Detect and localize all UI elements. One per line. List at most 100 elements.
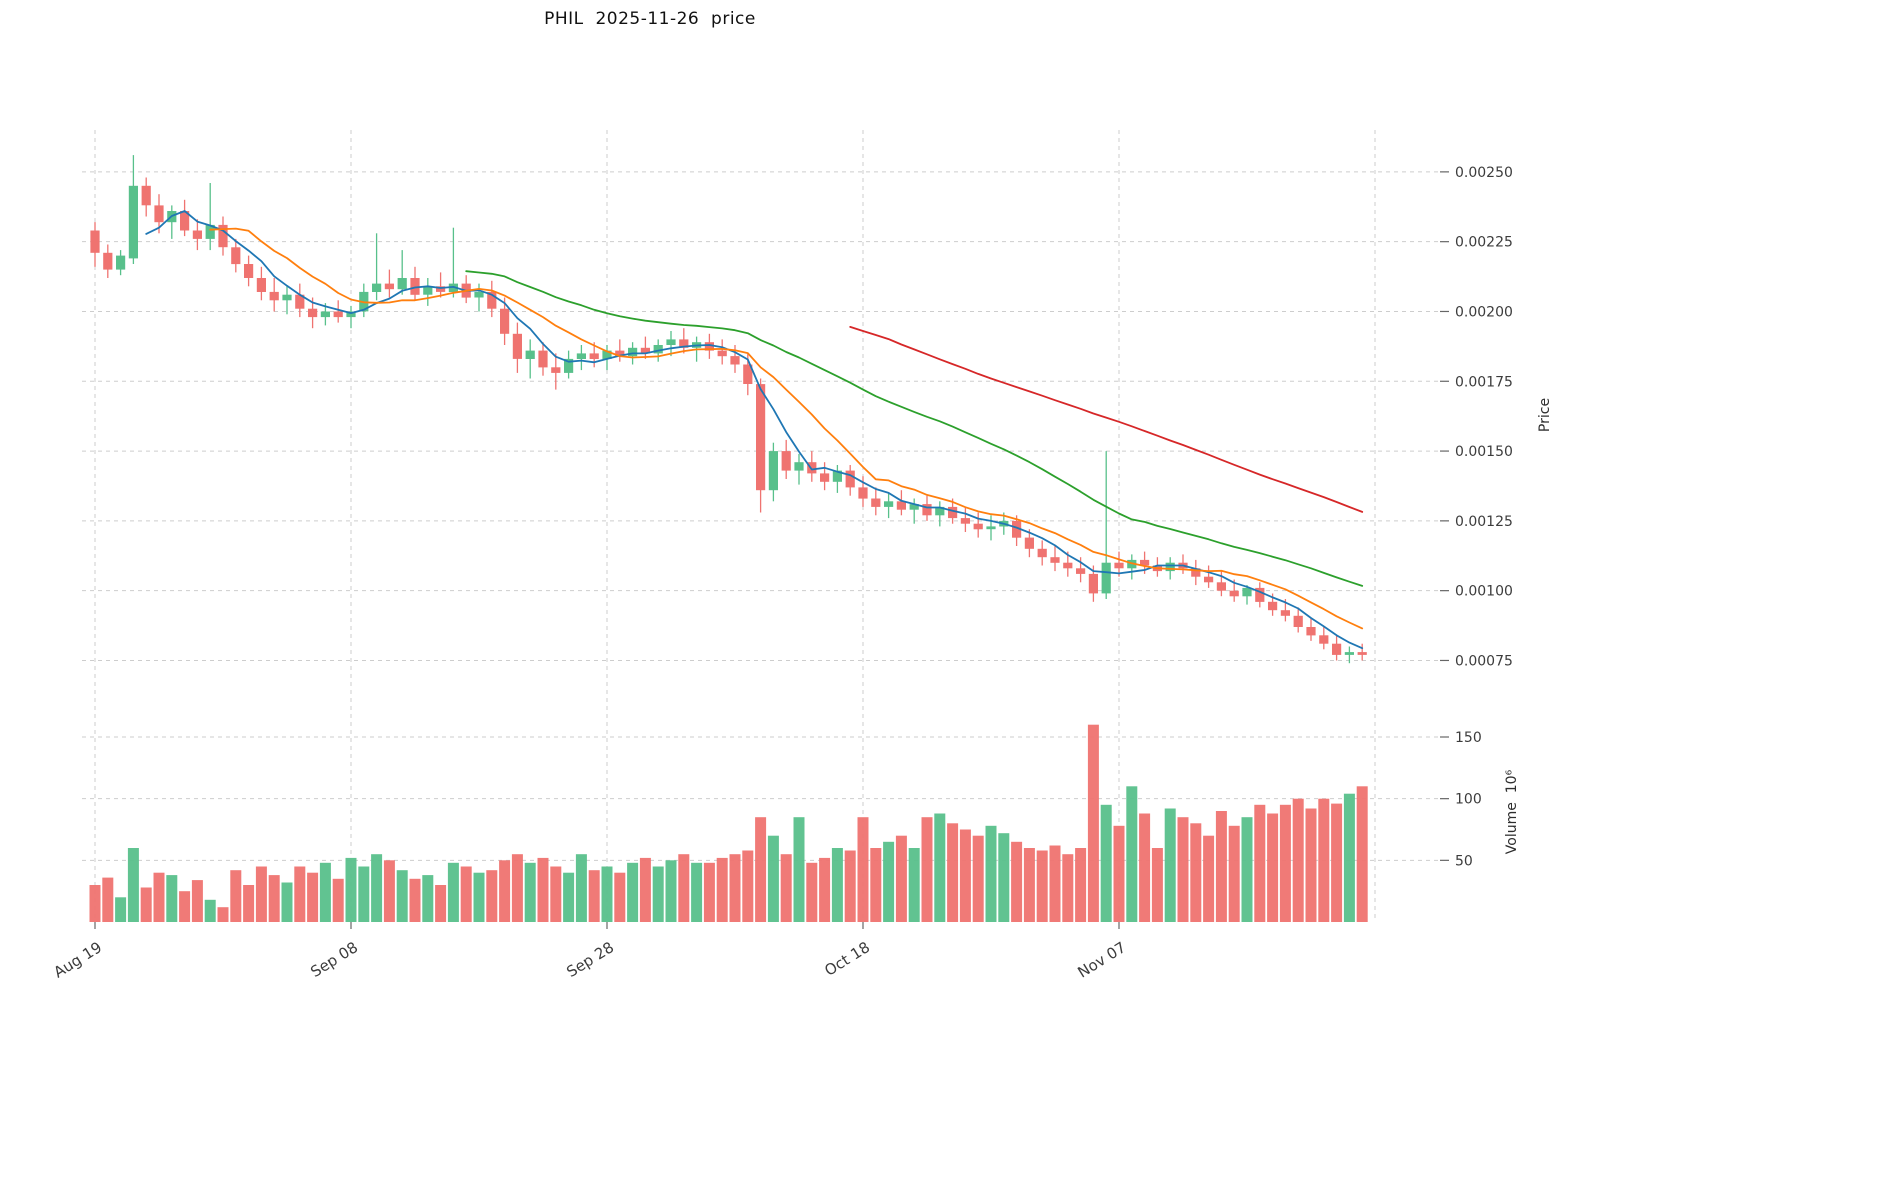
volume-bar	[1254, 804, 1266, 922]
volume-bar	[422, 875, 434, 922]
chart-title: PHIL 2025-11-26 price	[544, 9, 756, 29]
candle-body	[756, 384, 766, 491]
volume-bar	[537, 857, 549, 922]
volume-tick-label: 100	[1455, 792, 1482, 808]
volume-bar	[1139, 813, 1151, 922]
candle-body	[666, 339, 676, 345]
volume-bar	[499, 860, 511, 922]
volume-bar	[1062, 854, 1074, 922]
candle-body	[1024, 537, 1034, 549]
volume-bar	[1087, 724, 1099, 922]
volume-bar	[191, 880, 203, 922]
date-tick-label: Oct 18	[821, 938, 873, 980]
volume-bar	[1292, 798, 1304, 922]
volume-bar	[332, 878, 344, 922]
candle-body	[525, 350, 535, 359]
candle-body	[372, 283, 382, 292]
candle-body	[1037, 548, 1047, 558]
price-tick-label: 0.00100	[1455, 584, 1513, 600]
candle-body	[564, 358, 574, 373]
volume-bar	[1113, 825, 1125, 922]
volume-bar	[627, 862, 639, 922]
volume-bar	[204, 899, 216, 922]
price-tick-label: 0.00200	[1455, 304, 1513, 320]
volume-bar	[819, 857, 831, 922]
volume-bar	[243, 885, 255, 922]
volume-bar	[1203, 835, 1215, 922]
candle-body	[704, 342, 714, 351]
volume-bar	[908, 848, 920, 922]
candle-body	[218, 224, 228, 248]
volume-bar	[575, 854, 587, 922]
date-tick-label: Aug 19	[51, 938, 106, 981]
volume-bar	[614, 872, 626, 922]
volume-axis-title: Volume 10⁶	[1504, 769, 1520, 855]
candle-body	[640, 347, 650, 354]
volume-bar	[1011, 841, 1023, 922]
ma-slowest-line	[849, 326, 1364, 513]
volume-bar	[179, 891, 191, 922]
volume-bar	[1318, 798, 1330, 922]
volume-bar	[255, 866, 267, 922]
volume-bar	[409, 878, 421, 922]
volume-bar	[166, 875, 178, 922]
volume-bar	[524, 862, 536, 922]
volume-bar	[755, 817, 767, 922]
candle-body	[116, 255, 126, 270]
candle-body	[474, 291, 484, 298]
volume-bar	[1126, 786, 1138, 922]
ma-medium-line	[209, 227, 1364, 630]
candle-body	[333, 311, 343, 318]
candle-body	[180, 211, 190, 231]
volume-bar	[102, 877, 114, 922]
candle-body	[1165, 562, 1175, 572]
volume-bar	[396, 870, 408, 922]
date-tick-label: Sep 28	[563, 938, 617, 981]
volume-bar	[703, 862, 715, 922]
candle-body	[1088, 573, 1098, 594]
candle-body	[269, 291, 279, 301]
candle-body	[807, 462, 817, 474]
candle-body	[948, 506, 958, 519]
candle-body	[986, 526, 996, 530]
volume-bar	[1100, 804, 1112, 922]
volume-bar	[307, 872, 319, 922]
candle-body	[295, 294, 305, 309]
volume-tick-label: 150	[1455, 730, 1482, 746]
volume-bar	[1023, 848, 1035, 922]
volume-bar	[127, 848, 139, 922]
candle-body	[256, 278, 266, 292]
price-axis-title: Price	[1537, 397, 1553, 433]
volume-bar	[767, 835, 779, 922]
price-tick-label: 0.00225	[1455, 235, 1513, 251]
volume-bar	[230, 870, 242, 922]
candle-body	[423, 286, 433, 295]
candle-body	[1101, 562, 1111, 594]
volume-bar	[140, 887, 152, 922]
volume-bar	[678, 854, 690, 922]
candle-body	[858, 487, 868, 499]
candle-body	[90, 230, 100, 253]
candle-body	[1140, 559, 1150, 566]
volume-bar	[691, 862, 703, 922]
volume-bar	[511, 854, 523, 922]
candle-body	[231, 247, 241, 265]
candle-body	[1280, 610, 1290, 616]
volume-bar	[793, 817, 805, 922]
candle-body	[1216, 582, 1226, 591]
volume-bar	[1267, 813, 1279, 922]
candle-body	[282, 294, 292, 301]
volume-bar	[550, 866, 562, 922]
volume-bar	[115, 897, 127, 922]
candle-body	[154, 205, 164, 223]
candle-body	[436, 286, 446, 292]
volume-bar	[934, 813, 946, 922]
volume-bar	[742, 850, 754, 922]
volume-bar	[294, 866, 306, 922]
volume-bar	[358, 866, 370, 922]
volume-bars	[89, 724, 1368, 922]
volume-bar	[1164, 808, 1176, 922]
volume-bar	[870, 848, 882, 922]
